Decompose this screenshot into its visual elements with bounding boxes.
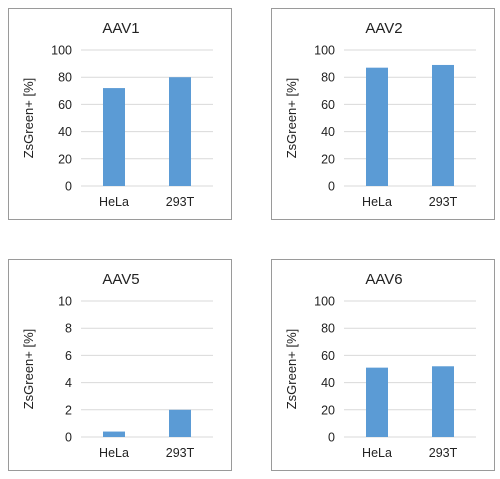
y-tick-label: 60 <box>58 98 72 112</box>
y-tick-label: 20 <box>321 403 335 417</box>
bar-hela <box>103 88 125 186</box>
bar-hela <box>103 431 125 437</box>
x-category-label: HeLa <box>99 446 129 460</box>
y-axis-label: ZsGreen+ [%] <box>284 329 299 410</box>
chart-panel-aav1: AAV1 0 20 40 60 80 100 ZsGreen+ [%] HeLa 293T <box>8 8 232 220</box>
y-tick-label: 100 <box>314 295 335 309</box>
x-category-label: 293T <box>429 195 458 209</box>
y-tick-label: 6 <box>65 349 72 363</box>
bar-293t <box>432 366 454 437</box>
chart-panel-aav2: AAV2 0 20 40 60 80 100 ZsGreen+ [%] HeLa 293T <box>271 8 495 220</box>
x-category-label: HeLa <box>362 195 392 209</box>
y-tick-label: 0 <box>328 180 335 194</box>
y-tick-label: 80 <box>58 71 72 85</box>
y-tick-label: 100 <box>314 44 335 58</box>
y-axis-label: ZsGreen+ [%] <box>284 78 299 159</box>
y-tick-label: 80 <box>321 71 335 85</box>
chart-aav6: AAV6 0 20 40 60 80 100 ZsGreen+ [%] HeLa 293T <box>284 271 476 460</box>
y-tick-label: 80 <box>321 322 335 336</box>
y-tick-label: 40 <box>321 125 335 139</box>
y-tick-label: 40 <box>321 376 335 390</box>
y-tick-label: 10 <box>58 295 72 309</box>
bar-293t <box>169 77 191 186</box>
chart-panel-aav6: AAV6 0 20 40 60 80 100 ZsGreen+ [%] HeLa 293T <box>271 259 495 471</box>
y-tick-label: 4 <box>65 376 72 390</box>
y-tick-label: 60 <box>321 98 335 112</box>
chart-aav5: AAV5 0 2 4 6 8 10 ZsGreen+ [%] HeLa 293T <box>21 271 213 460</box>
bar-293t <box>169 409 191 437</box>
y-tick-label: 40 <box>58 125 72 139</box>
y-axis-label: ZsGreen+ [%] <box>21 78 36 159</box>
y-tick-label: 8 <box>65 322 72 336</box>
chart-title: AAV5 <box>102 271 139 288</box>
x-category-label: HeLa <box>362 446 392 460</box>
y-tick-label: 0 <box>328 431 335 445</box>
y-tick-label: 2 <box>65 403 72 417</box>
chart-title: AAV2 <box>365 20 402 37</box>
y-tick-label: 20 <box>321 152 335 166</box>
x-category-label: 293T <box>429 446 458 460</box>
y-tick-label: 0 <box>65 180 72 194</box>
chart-aav1: AAV1 0 20 40 60 80 100 ZsGreen+ [%] HeLa 293T <box>21 20 213 209</box>
x-category-label: 293T <box>166 195 195 209</box>
bar-hela <box>366 67 388 186</box>
x-category-label: HeLa <box>99 195 129 209</box>
bar-hela <box>366 367 388 437</box>
y-tick-label: 60 <box>321 349 335 363</box>
y-tick-label: 0 <box>65 431 72 445</box>
chart-aav2: AAV2 0 20 40 60 80 100 ZsGreen+ [%] HeLa 293T <box>284 20 476 209</box>
y-axis-label: ZsGreen+ [%] <box>21 329 36 410</box>
y-tick-label: 100 <box>51 44 72 58</box>
bar-293t <box>432 64 454 186</box>
chart-panel-aav5: AAV5 0 2 4 6 8 10 ZsGreen+ [%] HeLa 293T <box>8 259 232 471</box>
x-category-label: 293T <box>166 446 195 460</box>
chart-title: AAV1 <box>102 20 139 37</box>
chart-title: AAV6 <box>365 271 402 288</box>
y-tick-label: 20 <box>58 152 72 166</box>
